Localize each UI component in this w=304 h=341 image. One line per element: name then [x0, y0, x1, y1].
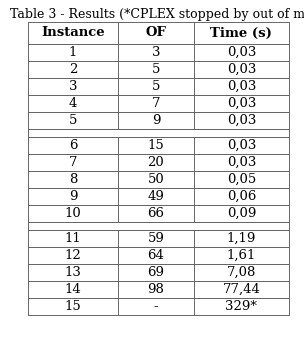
Text: 77,44: 77,44 — [223, 283, 260, 296]
Text: 50: 50 — [147, 173, 164, 186]
Text: 2: 2 — [69, 63, 77, 76]
Text: 0,03: 0,03 — [227, 114, 256, 127]
Text: 5: 5 — [69, 114, 77, 127]
Text: 14: 14 — [65, 283, 81, 296]
Text: 6: 6 — [69, 139, 77, 152]
Text: 329*: 329* — [226, 300, 257, 313]
Text: 1: 1 — [69, 46, 77, 59]
Text: 1,61: 1,61 — [227, 249, 256, 262]
Text: 66: 66 — [147, 207, 164, 220]
Text: 12: 12 — [65, 249, 81, 262]
Text: 59: 59 — [147, 232, 164, 245]
Text: 0,03: 0,03 — [227, 156, 256, 169]
Text: 49: 49 — [147, 190, 164, 203]
Text: 20: 20 — [147, 156, 164, 169]
Text: 7,08: 7,08 — [227, 266, 256, 279]
Text: Time (s): Time (s) — [210, 27, 272, 40]
Text: 10: 10 — [65, 207, 81, 220]
Text: 64: 64 — [147, 249, 164, 262]
Text: 13: 13 — [64, 266, 81, 279]
Text: 7: 7 — [69, 156, 77, 169]
Text: 0,03: 0,03 — [227, 80, 256, 93]
Text: 5: 5 — [152, 63, 160, 76]
Text: 69: 69 — [147, 266, 164, 279]
Text: 98: 98 — [147, 283, 164, 296]
Text: Instance: Instance — [41, 27, 105, 40]
Text: 0,09: 0,09 — [227, 207, 256, 220]
Text: 4: 4 — [69, 97, 77, 110]
Text: 3: 3 — [152, 46, 160, 59]
Text: -: - — [154, 300, 158, 313]
Text: 8: 8 — [69, 173, 77, 186]
Text: 15: 15 — [147, 139, 164, 152]
Text: 11: 11 — [65, 232, 81, 245]
Text: 0,06: 0,06 — [227, 190, 256, 203]
Text: 0,03: 0,03 — [227, 139, 256, 152]
Text: 5: 5 — [152, 80, 160, 93]
Text: 7: 7 — [152, 97, 160, 110]
Text: 9: 9 — [69, 190, 77, 203]
Text: 0,05: 0,05 — [227, 173, 256, 186]
Text: 0,03: 0,03 — [227, 97, 256, 110]
Text: Table 3 - Results (*CPLEX stopped by out of memor: Table 3 - Results (*CPLEX stopped by out… — [10, 8, 304, 21]
Text: 0,03: 0,03 — [227, 46, 256, 59]
Text: 1,19: 1,19 — [227, 232, 256, 245]
Text: 15: 15 — [65, 300, 81, 313]
Text: OF: OF — [145, 27, 166, 40]
Text: 9: 9 — [152, 114, 160, 127]
Text: 3: 3 — [69, 80, 77, 93]
Text: 0,03: 0,03 — [227, 63, 256, 76]
